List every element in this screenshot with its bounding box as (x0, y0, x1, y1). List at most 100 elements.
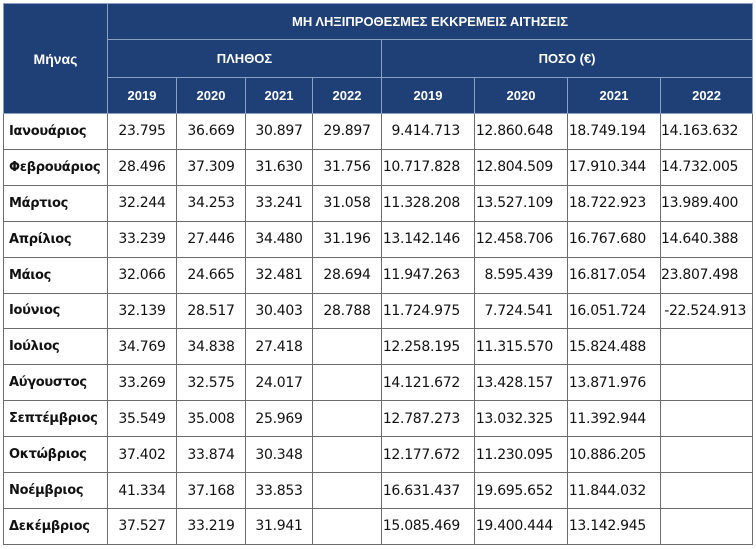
amount-cell: 16.767.680 (567, 220, 661, 258)
count-cell: 33.269 (107, 364, 177, 402)
count-cell: 33.241 (245, 184, 313, 222)
count-cell: 31.058 (312, 184, 382, 222)
count-cell (312, 507, 382, 546)
amount-cell: 13.032.325 (474, 400, 568, 438)
amount-cell: 11.844.032 (567, 472, 661, 509)
count-cell: 32.481 (245, 256, 313, 294)
table-row: Δεκέμβριος 37.527 33.219 31.941 15.085.469 19… (3, 507, 754, 546)
amount-cell: 19.695.652 (474, 472, 568, 509)
count-year-header: 2020 (176, 77, 246, 114)
month-cell: Αύγουστος (3, 364, 108, 402)
count-cell: 34.253 (176, 184, 246, 222)
month-cell: Ιανουάριος (3, 113, 108, 150)
count-cell: 34.480 (245, 220, 313, 258)
amount-cell: 11.724.975 (381, 292, 475, 330)
count-cell: 28.517 (176, 292, 246, 330)
amount-cell: 17.910.344 (567, 148, 661, 186)
amount-cell: 12.787.273 (381, 400, 475, 438)
count-cell: 32.066 (107, 256, 177, 294)
amount-cell: 13.871.976 (567, 364, 661, 402)
table-row: Οκτώβριος 37.402 33.874 30.348 12.177.672 11.… (3, 436, 754, 474)
count-year-header: 2021 (245, 77, 313, 114)
amount-cell: 14.121.672 (381, 364, 475, 402)
count-cell: 31.196 (312, 220, 382, 258)
amount-cell: 14.640.388 (659, 220, 754, 258)
amount-year-header: 2019 (381, 77, 475, 114)
amount-cell: 7.724.541 (474, 292, 568, 330)
count-cell: 28.694 (312, 256, 382, 294)
amount-cell (659, 472, 754, 509)
count-cell: 30.403 (245, 292, 313, 330)
table-row: Ιούνιος 32.139 28.517 30.403 28.788 11.724.97… (3, 292, 754, 330)
count-group-header: ΠΛΗΘΟΣ (107, 39, 382, 78)
amount-cell: 16.817.054 (567, 256, 661, 294)
count-cell: 29.897 (312, 113, 382, 150)
count-cell: 27.418 (245, 328, 313, 366)
amount-cell: 12.804.509 (474, 148, 568, 186)
count-cell: 25.969 (245, 400, 313, 438)
table-row: Ιανουάριος 23.795 36.669 30.897 29.897 9.414.… (3, 113, 754, 150)
count-cell: 37.527 (107, 507, 177, 546)
amount-cell: 16.631.437 (381, 472, 475, 509)
amount-cell: 13.142.146 (381, 220, 475, 258)
amount-cell: 15.824.488 (567, 328, 661, 366)
amount-cell: 8.595.439 (474, 256, 568, 294)
month-cell: Απρίλιος (3, 220, 108, 258)
count-cell (312, 400, 382, 438)
month-cell: Ιούλιος (3, 328, 108, 366)
table-row: Αύγουστος 33.269 32.575 24.017 14.121.672 13.… (3, 364, 754, 402)
table-row: Νοέμβριος 41.334 37.168 33.853 16.631.437 19.… (3, 472, 754, 509)
count-cell: 33.219 (176, 507, 246, 546)
count-cell: 23.795 (107, 113, 177, 150)
count-cell: 32.139 (107, 292, 177, 330)
month-cell: Μάιος (3, 256, 108, 294)
amount-cell: 12.177.672 (381, 436, 475, 474)
table-row: Φεβρουάριος 28.496 37.309 31.630 31.756 10.71… (3, 148, 754, 186)
amount-year-header: 2020 (474, 77, 568, 114)
count-cell: 37.309 (176, 148, 246, 186)
amount-cell: 9.414.713 (381, 113, 475, 150)
count-cell (312, 472, 382, 509)
count-cell: 33.874 (176, 436, 246, 474)
count-cell: 32.244 (107, 184, 177, 222)
month-cell: Σεπτέμβριος (3, 400, 108, 438)
amount-group-header: ΠΟΣΟ (€) (380, 39, 754, 78)
amount-cell: 12.458.706 (474, 220, 568, 258)
count-cell: 34.769 (107, 328, 177, 366)
amount-cell: 14.163.632 (659, 113, 754, 150)
amount-cell: 11.315.570 (474, 328, 568, 366)
table-row: Ιούλιος 34.769 34.838 27.418 12.258.195 11.31… (3, 328, 754, 366)
month-cell: Δεκέμβριος (3, 507, 108, 546)
amount-cell: -22.524.913 (659, 292, 754, 330)
month-cell: Φεβρουάριος (3, 148, 108, 186)
count-cell: 41.334 (107, 472, 177, 509)
amount-cell (659, 436, 754, 474)
pending-applications-table: Μήνας ΜΗ ΛΗΞΙΠΡΟΘΕΣΜΕΣ ΕΚΚΡΕΜΕΙΣ ΑΙΤΗΣΕΙ… (3, 3, 754, 546)
count-cell: 35.549 (107, 400, 177, 438)
amount-cell (659, 507, 754, 546)
amount-cell: 11.947.263 (381, 256, 475, 294)
count-cell: 27.446 (176, 220, 246, 258)
count-cell: 37.402 (107, 436, 177, 474)
month-cell: Μάρτιος (3, 184, 108, 222)
amount-cell: 10.717.828 (381, 148, 475, 186)
amount-cell: 16.051.724 (567, 292, 661, 330)
count-year-header: 2019 (107, 77, 177, 114)
count-cell: 37.168 (176, 472, 246, 509)
count-cell (312, 328, 382, 366)
count-cell: 35.008 (176, 400, 246, 438)
amount-cell: 19.400.444 (474, 507, 568, 546)
count-cell: 33.239 (107, 220, 177, 258)
count-cell: 28.788 (312, 292, 382, 330)
amount-cell (659, 328, 754, 366)
amount-cell: 18.722.923 (567, 184, 661, 222)
count-cell (312, 364, 382, 402)
count-cell: 36.669 (176, 113, 246, 150)
table-row: Σεπτέμβριος 35.549 35.008 25.969 12.787.273 1… (3, 400, 754, 438)
count-cell: 28.496 (107, 148, 177, 186)
amount-cell: 11.392.944 (567, 400, 661, 438)
amount-cell (659, 364, 754, 402)
amount-year-header: 2021 (567, 77, 661, 114)
count-cell: 34.838 (176, 328, 246, 366)
count-cell: 30.897 (245, 113, 313, 150)
